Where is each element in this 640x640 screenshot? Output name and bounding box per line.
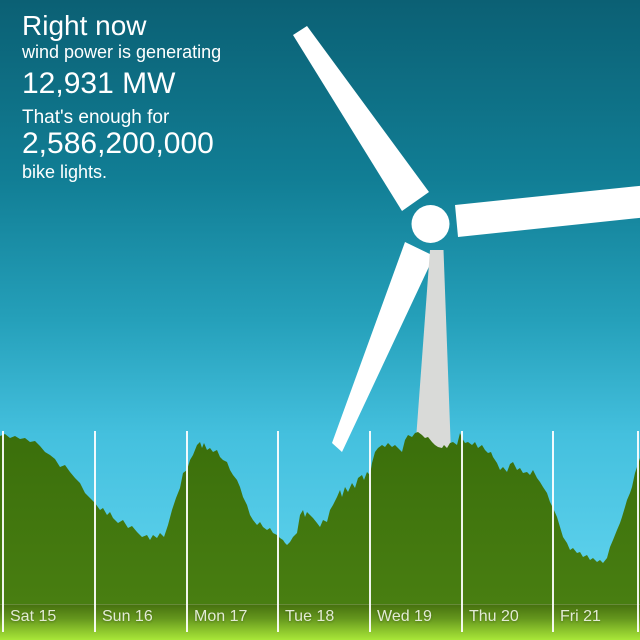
turbine-blade	[293, 26, 429, 211]
subtitle: wind power is generating	[22, 42, 222, 62]
x-axis-band	[0, 604, 640, 640]
power-value: 12,931 MW	[22, 67, 176, 100]
turbine-blade	[332, 242, 434, 452]
equivalence-value: 2,586,200,000	[22, 127, 214, 160]
x-axis-day-label: Sat 15	[10, 608, 57, 625]
x-axis-day-label: Thu 20	[469, 608, 519, 625]
x-axis-day-label: Tue 18	[285, 608, 335, 625]
turbine-blade	[455, 185, 640, 237]
turbine-tower	[415, 250, 451, 453]
page-title: Right now	[22, 10, 147, 41]
turbine-hub	[411, 205, 450, 243]
x-axis-day-label: Mon 17	[194, 608, 248, 625]
equivalence-lead: That's enough for	[22, 107, 170, 128]
x-axis-day-label: Fri 21	[560, 608, 601, 625]
generation-area-series	[0, 432, 640, 640]
equivalence-unit: bike lights.	[22, 162, 108, 182]
x-axis-day-label: Wed 19	[377, 608, 432, 625]
x-axis-day-label: Sun 16	[102, 608, 153, 625]
